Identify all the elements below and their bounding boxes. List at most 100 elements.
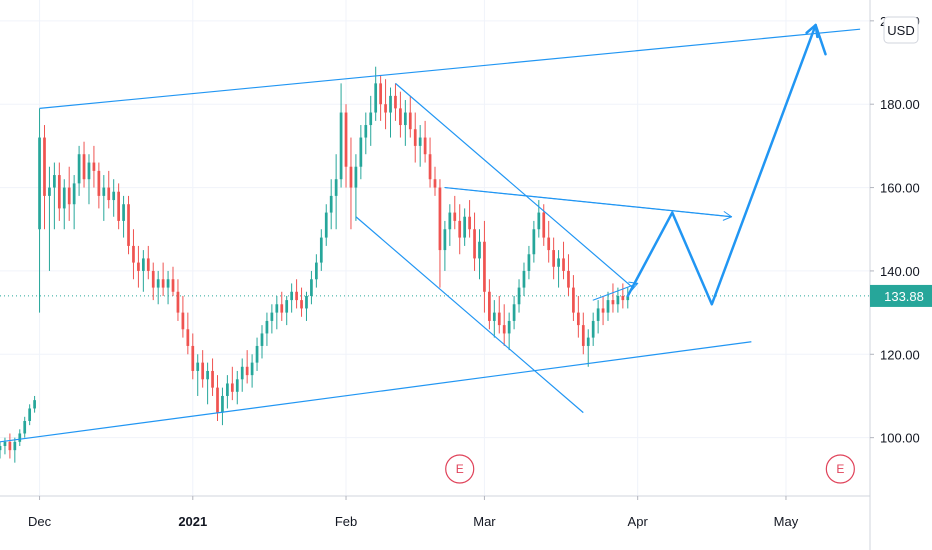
candle-body bbox=[221, 395, 224, 413]
candle bbox=[399, 91, 402, 138]
candle-body bbox=[448, 212, 452, 230]
y-tick-label: 100.00 bbox=[880, 431, 920, 446]
channel-lower-line[interactable] bbox=[0, 341, 752, 443]
candle-body bbox=[72, 183, 76, 205]
channel-upper-line[interactable] bbox=[39, 28, 861, 109]
candle bbox=[48, 166, 51, 271]
x-tick-label: Mar bbox=[473, 514, 496, 529]
candle-body bbox=[324, 212, 328, 238]
candle-body bbox=[403, 112, 407, 126]
candle-body bbox=[319, 237, 323, 263]
candle-body bbox=[581, 325, 585, 346]
candle bbox=[181, 295, 185, 338]
candle bbox=[18, 429, 22, 446]
projection-tail-line bbox=[814, 23, 827, 56]
candle-body bbox=[611, 300, 615, 305]
candle bbox=[403, 100, 407, 146]
candle-body bbox=[344, 112, 348, 167]
candle-body bbox=[359, 137, 363, 167]
candle-body bbox=[586, 337, 590, 346]
candle bbox=[586, 329, 590, 367]
candle bbox=[527, 245, 531, 280]
candle-body bbox=[329, 195, 333, 213]
candle-body bbox=[517, 287, 521, 305]
projection-path-arrow[interactable] bbox=[626, 23, 819, 306]
candle bbox=[329, 179, 333, 230]
candle bbox=[295, 279, 298, 309]
candle-body bbox=[235, 379, 239, 392]
candle bbox=[250, 354, 254, 388]
x-tick-label: May bbox=[774, 514, 799, 529]
small-breakout-arrow[interactable] bbox=[592, 281, 639, 301]
candle bbox=[522, 262, 526, 296]
candle-body bbox=[67, 187, 71, 205]
candle bbox=[433, 166, 437, 196]
arrow-head bbox=[722, 211, 733, 221]
candle bbox=[87, 154, 91, 205]
candle bbox=[156, 270, 160, 305]
candle-body bbox=[216, 387, 219, 413]
earnings-marker[interactable]: E bbox=[825, 454, 855, 484]
candle-body bbox=[527, 254, 531, 271]
candle bbox=[492, 300, 496, 338]
candle bbox=[611, 283, 615, 313]
candle bbox=[319, 229, 323, 271]
candle-body bbox=[458, 220, 462, 238]
candle bbox=[186, 312, 190, 355]
earnings-marker[interactable]: E bbox=[445, 454, 475, 484]
candle bbox=[512, 295, 516, 330]
last-price-label: 133.88 bbox=[870, 284, 932, 307]
candle-body bbox=[166, 279, 170, 288]
candle bbox=[72, 175, 76, 230]
candle-body bbox=[48, 187, 51, 196]
candle-body bbox=[502, 325, 506, 334]
candle bbox=[245, 350, 249, 384]
earnings-marker-label: E bbox=[456, 462, 464, 476]
candle bbox=[201, 350, 205, 388]
candle bbox=[591, 312, 595, 346]
candle-body bbox=[473, 229, 476, 259]
candle-body bbox=[310, 279, 313, 296]
candle-body bbox=[305, 295, 308, 309]
candle-body bbox=[542, 212, 546, 238]
candle bbox=[384, 79, 387, 130]
inner-upper-line[interactable] bbox=[395, 82, 634, 289]
candle-body bbox=[146, 258, 150, 271]
candle bbox=[206, 362, 209, 405]
candle bbox=[359, 125, 363, 180]
candle bbox=[127, 195, 130, 255]
candle bbox=[626, 287, 630, 309]
candle-body bbox=[626, 295, 630, 301]
candle bbox=[552, 237, 555, 280]
candle bbox=[77, 145, 81, 196]
candle bbox=[532, 220, 536, 263]
arrow-shaft bbox=[444, 187, 733, 218]
candle-body bbox=[112, 191, 116, 201]
candle-body bbox=[399, 108, 402, 126]
earnings-marker-circle bbox=[445, 454, 475, 484]
resistance-arrow[interactable] bbox=[444, 187, 733, 221]
candle-body bbox=[621, 295, 625, 301]
candle bbox=[240, 358, 244, 392]
candle-body bbox=[616, 295, 620, 305]
candle bbox=[260, 325, 264, 359]
candles-layer bbox=[0, 66, 630, 463]
candle-body bbox=[132, 245, 135, 263]
candle bbox=[235, 370, 239, 405]
candle bbox=[23, 416, 27, 438]
currency-badge[interactable]: USD bbox=[883, 16, 919, 44]
candle-body bbox=[295, 291, 298, 301]
candle bbox=[576, 295, 580, 338]
candle bbox=[216, 375, 219, 421]
inner-lower-line[interactable] bbox=[355, 216, 584, 414]
candle-body bbox=[394, 95, 397, 109]
candle bbox=[166, 270, 170, 305]
candle-body bbox=[443, 229, 447, 251]
currency-label: USD bbox=[887, 23, 914, 38]
candle-body bbox=[201, 362, 205, 380]
x-tick-label: 2021 bbox=[178, 514, 207, 529]
